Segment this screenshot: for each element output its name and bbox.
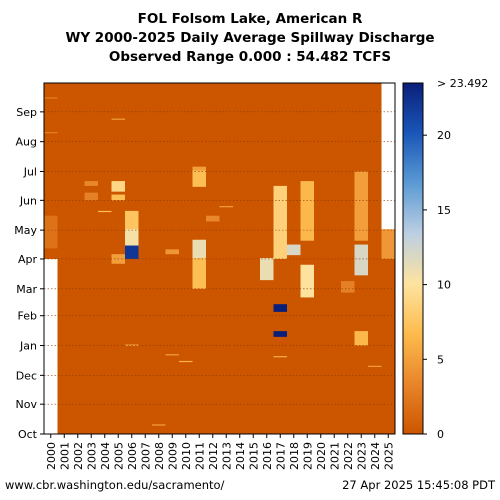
colorbar-tick-label: 5 xyxy=(437,353,444,366)
y-tick-label: Jan xyxy=(19,340,37,353)
colorbar-tick-label: 15 xyxy=(437,204,451,217)
colorbar xyxy=(402,82,424,435)
heatmap-cell xyxy=(125,344,139,346)
x-tick-label: 2003 xyxy=(85,442,98,470)
heatmap-cell xyxy=(111,194,125,201)
heatmap-cell xyxy=(152,424,166,426)
x-tick-label: 2006 xyxy=(126,442,139,470)
footer-timestamp: 27 Apr 2025 15:45:08 PDT xyxy=(342,478,495,492)
y-tick-label: Jun xyxy=(19,194,37,207)
y-tick-label: May xyxy=(14,224,37,237)
x-tick-label: 2023 xyxy=(355,442,368,470)
footer-source-url: www.cbr.washington.edu/sacramento/ xyxy=(5,478,225,492)
x-tick-label: 2014 xyxy=(234,442,247,470)
colorbar-tick-label: 10 xyxy=(437,279,451,292)
heatmap-cell xyxy=(219,206,233,208)
x-tick-label: 2024 xyxy=(369,442,382,470)
heatmap-cell xyxy=(206,215,220,222)
x-tick-label: 2013 xyxy=(220,442,233,470)
x-tick-label: 2015 xyxy=(247,442,260,470)
heatmap-cell xyxy=(341,281,355,293)
heatmap-cell xyxy=(125,245,139,259)
y-tick-label: Jul xyxy=(23,165,37,178)
colorbar-max-label: > 23.492 xyxy=(437,77,488,90)
heatmap-cell xyxy=(354,244,368,276)
heatmap-cell xyxy=(354,171,368,241)
colorbar-tick-label: 20 xyxy=(437,129,451,142)
y-tick-label: Feb xyxy=(18,310,37,323)
y-tick-label: Apr xyxy=(18,253,38,266)
x-tick-label: 2004 xyxy=(99,442,112,470)
chart-title-line-3: Observed Range 0.000 : 54.482 TCFS xyxy=(108,49,392,65)
heatmap-cell xyxy=(84,192,98,201)
heatmap-cell xyxy=(192,258,206,289)
colorbar-tick-label: 0 xyxy=(437,428,444,441)
heatmap-cell xyxy=(179,360,193,363)
x-tick-label: 2010 xyxy=(180,442,193,470)
heatmap-cell xyxy=(354,331,368,346)
y-tick-label: Dec xyxy=(16,369,37,382)
heatmap-cell xyxy=(165,354,179,356)
x-tick-label: 2016 xyxy=(261,442,274,470)
x-tick-label: 2017 xyxy=(274,442,287,470)
y-tick-label: Nov xyxy=(16,398,38,411)
x-tick-label: 2019 xyxy=(301,442,314,470)
heatmap-cell xyxy=(300,264,314,298)
heatmap-cell xyxy=(260,258,274,281)
x-tick-label: 2020 xyxy=(315,442,328,470)
heatmap-cell xyxy=(192,170,206,187)
x-tick-label: 2022 xyxy=(342,442,355,470)
no-data-cell xyxy=(381,83,395,231)
heatmap-cell xyxy=(273,331,287,337)
x-tick-label: 2011 xyxy=(193,442,206,470)
heatmap-cell xyxy=(84,181,98,186)
chart-title-line-1: FOL Folsom Lake, American R xyxy=(137,11,363,27)
heatmap-cell xyxy=(98,210,112,213)
heatmap-cell xyxy=(44,97,58,99)
heatmap-cell xyxy=(192,166,206,172)
heatmap-cell xyxy=(273,304,287,312)
x-tick-label: 2008 xyxy=(153,442,166,470)
x-tick-label: 2009 xyxy=(166,442,179,470)
heatmap-cell xyxy=(111,118,125,120)
heatmap-cell xyxy=(125,210,139,231)
heatmap-cell xyxy=(368,365,382,367)
heatmap-cell xyxy=(111,181,125,192)
no-data-cell xyxy=(44,258,58,434)
x-tick-label: 2025 xyxy=(382,442,395,470)
heatmap-cell xyxy=(381,229,395,259)
heatmap-cell xyxy=(300,181,314,241)
heatmap-cell xyxy=(192,239,206,259)
x-tick-label: 2000 xyxy=(45,442,58,470)
x-tick-label: 2021 xyxy=(328,442,341,470)
heatmap-cell xyxy=(44,132,58,134)
x-tick-label: 2001 xyxy=(58,442,71,470)
heatmap-cell xyxy=(44,215,58,249)
x-tick-label: 2012 xyxy=(207,442,220,470)
chart-title-block: FOL Folsom Lake, American R WY 2000-2025… xyxy=(0,10,500,67)
plot-frame xyxy=(43,82,396,435)
heatmap-cell xyxy=(273,185,287,259)
chart-title-line-2: WY 2000-2025 Daily Average Spillway Disc… xyxy=(65,30,435,46)
heatmap-cell xyxy=(165,249,179,255)
x-tick-label: 2018 xyxy=(288,442,301,470)
x-tick-label: 2005 xyxy=(112,442,125,470)
heatmap-cell xyxy=(287,244,301,256)
y-tick-label: Sep xyxy=(16,106,37,119)
y-tick-label: Aug xyxy=(16,136,37,149)
x-tick-label: 2007 xyxy=(139,442,152,470)
heatmap-cell xyxy=(125,229,139,249)
y-tick-label: Mar xyxy=(16,283,37,296)
y-tick-label: Oct xyxy=(18,428,38,441)
heatmap-cell xyxy=(273,356,287,358)
plot-background xyxy=(44,83,395,434)
x-tick-label: 2002 xyxy=(72,442,85,470)
